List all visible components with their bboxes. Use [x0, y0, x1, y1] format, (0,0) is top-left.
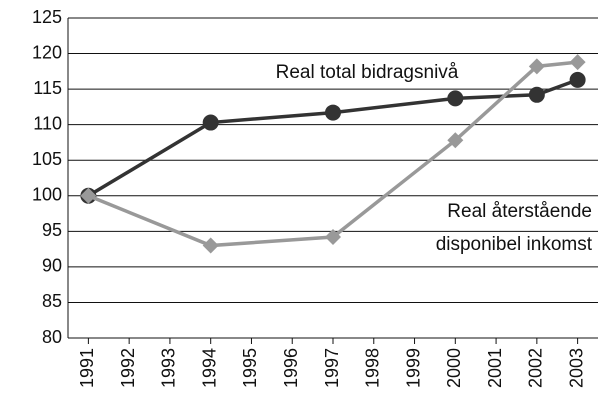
point	[447, 132, 464, 149]
point	[325, 104, 341, 121]
x-tick-label: 1991	[77, 348, 97, 388]
point	[202, 237, 219, 254]
x-tick-label: 2002	[526, 348, 546, 388]
x-tick-label: 1996	[281, 348, 301, 388]
x-tick-label: 1993	[159, 348, 179, 388]
annotation: Real återstående	[447, 201, 592, 222]
x-tick-label: 2000	[444, 348, 464, 388]
x-tick-label: 1995	[240, 348, 260, 388]
point	[202, 114, 219, 131]
y-tick-label: 85	[42, 291, 62, 311]
y-tick-label: 95	[42, 220, 62, 240]
y-tick-label: 115	[33, 78, 62, 98]
x-tick-label: 2001	[485, 348, 505, 388]
point	[528, 58, 545, 75]
x-tick-label: 1998	[363, 348, 383, 388]
point	[447, 90, 464, 107]
x-tick-label: 1999	[403, 348, 423, 388]
point	[325, 229, 341, 246]
annotation: Real total bidragsnivå	[276, 62, 459, 83]
y-tick-label: 100	[32, 185, 62, 205]
x-tick-label: 1992	[118, 348, 138, 388]
point	[528, 86, 545, 103]
y-tick-label: 80	[42, 327, 62, 347]
y-tick-label: 120	[32, 42, 62, 62]
y-tick-label: 105	[32, 149, 62, 169]
y-tick-label: 110	[33, 113, 62, 133]
x-tick-label: 2003	[566, 348, 586, 388]
point	[569, 54, 586, 71]
point	[80, 187, 97, 204]
point	[569, 71, 586, 88]
x-tick-label: 1994	[199, 348, 219, 388]
y-tick-label: 90	[42, 256, 62, 276]
y-tick-label: 125	[32, 7, 62, 27]
x-tick-label: 1997	[322, 348, 342, 388]
annotation: disponibel inkomst	[436, 234, 593, 255]
